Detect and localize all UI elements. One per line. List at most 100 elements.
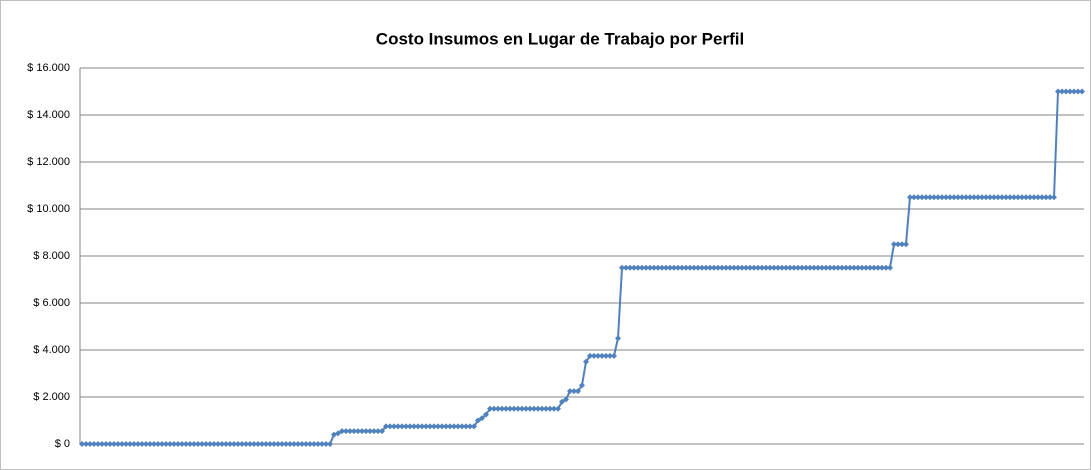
- data-point: [455, 423, 461, 430]
- data-point: [167, 441, 173, 447]
- data-point: [175, 441, 181, 447]
- data-point: [439, 423, 445, 430]
- data-point: [515, 405, 521, 412]
- data-point: [471, 423, 477, 430]
- data-point: [87, 441, 93, 447]
- y-tick-label: $ 16.000: [27, 62, 70, 74]
- data-point: [567, 388, 573, 395]
- data-point: [727, 264, 733, 271]
- data-point: [771, 264, 777, 271]
- data-point: [1043, 194, 1049, 201]
- data-point: [587, 352, 593, 359]
- data-point: [859, 264, 865, 271]
- data-point: [579, 382, 585, 389]
- data-point: [599, 352, 605, 359]
- data-point: [1019, 194, 1025, 201]
- data-point: [223, 441, 229, 447]
- data-point: [851, 264, 857, 271]
- data-point: [323, 441, 329, 447]
- data-point: [871, 264, 877, 271]
- data-point: [631, 264, 637, 271]
- data-point: [251, 441, 257, 447]
- data-point: [927, 194, 933, 201]
- data-point: [555, 405, 561, 412]
- data-point: [527, 405, 533, 412]
- data-point: [823, 264, 829, 271]
- data-point: [151, 441, 157, 447]
- data-point: [923, 194, 929, 201]
- data-point: [383, 423, 389, 430]
- data-point: [287, 441, 293, 447]
- data-point: [319, 441, 325, 447]
- data-point: [187, 441, 193, 447]
- data-point: [615, 335, 621, 342]
- data-point: [767, 264, 773, 271]
- data-point: [643, 264, 649, 271]
- data-point: [411, 423, 417, 430]
- data-point: [123, 441, 129, 447]
- data-point: [1071, 88, 1077, 95]
- data-point: [831, 264, 837, 271]
- data-point: [271, 441, 277, 447]
- data-point: [1047, 194, 1053, 201]
- data-point: [375, 428, 381, 435]
- data-point: [795, 264, 801, 271]
- data-point: [507, 405, 513, 412]
- data-point: [219, 441, 225, 447]
- data-point: [979, 194, 985, 201]
- data-point: [395, 423, 401, 430]
- data-point: [707, 264, 713, 271]
- data-point: [891, 241, 897, 248]
- data-point: [199, 441, 205, 447]
- data-point: [655, 264, 661, 271]
- data-point: [679, 264, 685, 271]
- data-point: [391, 423, 397, 430]
- data-point: [635, 264, 641, 271]
- data-point: [91, 441, 97, 447]
- data-point: [183, 441, 189, 447]
- data-point: [947, 194, 953, 201]
- data-point: [687, 264, 693, 271]
- data-point: [339, 428, 345, 435]
- data-point: [543, 405, 549, 412]
- data-point: [327, 441, 333, 447]
- data-point: [775, 264, 781, 271]
- data-point: [295, 441, 301, 447]
- data-point: [607, 352, 613, 359]
- data-point: [299, 441, 305, 447]
- data-point: [739, 264, 745, 271]
- data-point: [943, 194, 949, 201]
- data-point: [291, 441, 297, 447]
- data-point: [115, 441, 121, 447]
- data-point: [807, 264, 813, 271]
- data-point: [231, 441, 237, 447]
- y-tick-label: $ 0: [55, 438, 70, 450]
- data-point: [919, 194, 925, 201]
- data-point: [203, 441, 209, 447]
- data-point: [259, 441, 265, 447]
- data-point: [467, 423, 473, 430]
- y-tick-label: $ 10.000: [27, 203, 70, 215]
- data-point: [783, 264, 789, 271]
- y-tick-label: $ 6.000: [33, 297, 70, 309]
- data-point: [79, 441, 85, 447]
- data-point: [475, 417, 481, 424]
- data-point: [583, 358, 589, 365]
- data-point: [623, 264, 629, 271]
- data-point: [423, 423, 429, 430]
- data-point: [431, 423, 437, 430]
- data-point: [303, 441, 309, 447]
- data-point: [1039, 194, 1045, 201]
- data-point: [735, 264, 741, 271]
- data-point: [647, 264, 653, 271]
- data-point: [511, 405, 517, 412]
- data-point: [671, 264, 677, 271]
- data-point: [503, 405, 509, 412]
- data-point: [143, 441, 149, 447]
- data-point: [535, 405, 541, 412]
- data-point: [627, 264, 633, 271]
- data-point: [99, 441, 105, 447]
- data-point: [1003, 194, 1009, 201]
